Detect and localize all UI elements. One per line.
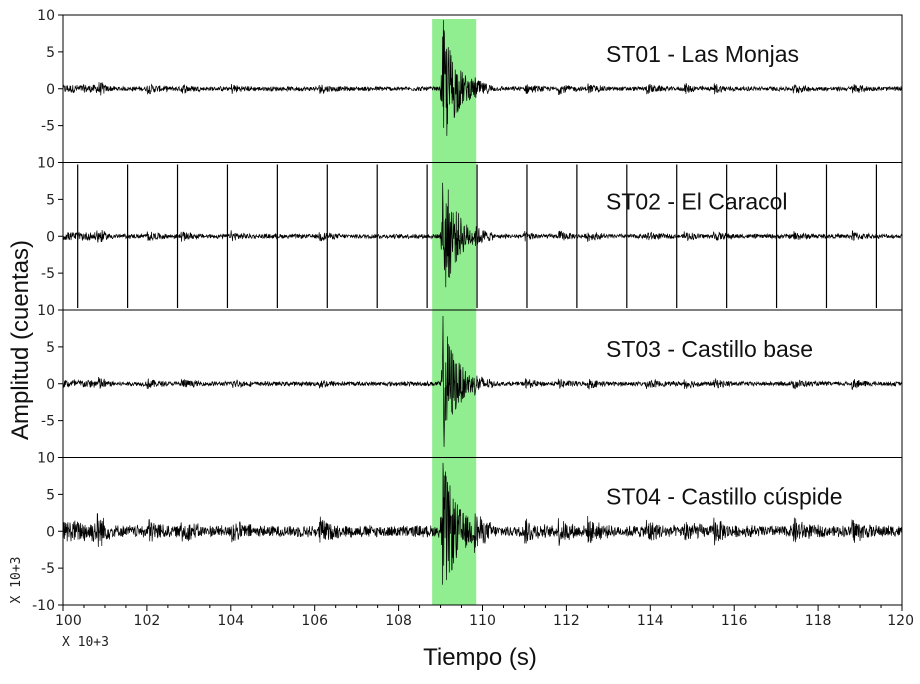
x-tick-label: 114 (637, 613, 664, 629)
y-tick-label: 0 (46, 82, 55, 98)
y-axis-title: Amplitud (cuentas) (7, 240, 34, 440)
panel-3 (62, 316, 903, 447)
x-axis-title: Tiempo (s) (423, 644, 537, 671)
x-tick-label: 118 (805, 613, 832, 629)
trace-2 (62, 182, 903, 288)
panel-4 (62, 462, 903, 585)
y-tick-label: -10 (32, 598, 55, 614)
x-axis-multiplier: X 10+3 (62, 635, 109, 650)
y-tick-label: 5 (46, 45, 55, 61)
y-tick-label: -5 (41, 414, 55, 430)
x-tick-label: 112 (553, 613, 580, 629)
y-tick-label: 5 (46, 192, 55, 208)
x-tick-label: 110 (469, 613, 496, 629)
station-label-2: ST02 - El Caracol (606, 189, 788, 215)
x-tick-label: 108 (385, 613, 412, 629)
y-tick-label: 10 (37, 8, 55, 24)
y-tick-label: 0 (46, 377, 55, 393)
y-tick-label: 10 (37, 451, 55, 467)
trace-4 (62, 462, 903, 585)
x-tick-label: 104 (217, 613, 244, 629)
y-tick-label: 0 (46, 524, 55, 540)
traces-layer (62, 20, 903, 585)
y-tick-label: 5 (46, 487, 55, 503)
trace-3 (62, 316, 903, 447)
y-tick-label: -5 (41, 561, 55, 577)
panel-2 (62, 164, 903, 308)
x-tick-label: 102 (134, 613, 161, 629)
y-tick-label: 10 (37, 156, 55, 172)
station-label-3: ST03 - Castillo base (606, 336, 813, 362)
trace-1 (62, 20, 903, 136)
panel-1 (62, 20, 903, 136)
x-tick-label: 100 (55, 613, 82, 629)
y-axis-multiplier: X 10+3 (9, 557, 24, 604)
station-label-1: ST01 - Las Monjas (606, 41, 799, 67)
y-tick-label: 5 (46, 340, 55, 356)
y-tick-label: -5 (41, 266, 55, 282)
x-tick-label: 120 (887, 613, 914, 629)
station-label-4: ST04 - Castillo cúspide (606, 484, 843, 510)
plot-frame-layer (58, 14, 903, 611)
y-tick-label: -5 (41, 119, 55, 135)
y-tick-label: 0 (46, 229, 55, 245)
labels-layer: 10 5 0 -5 ST01 - Las Monjas 10 5 0 -5 ST02 - El C… (32, 8, 914, 629)
y-tick-label: 10 (37, 303, 55, 319)
x-tick-label: 106 (301, 613, 328, 629)
x-tick-label: 116 (721, 613, 748, 629)
